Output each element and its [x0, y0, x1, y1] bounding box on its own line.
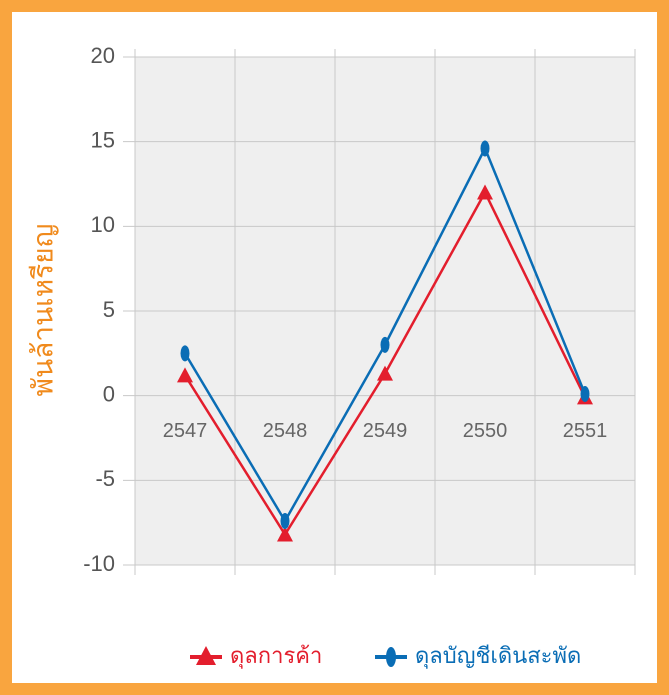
marker — [177, 367, 193, 383]
marker — [280, 512, 290, 529]
x-tick-label: 2548 — [263, 420, 308, 442]
legend-marker — [196, 646, 216, 665]
y-tick-label: 5 — [103, 297, 115, 322]
marker — [377, 365, 393, 381]
y-axis-label: พันล้านเหรียญ — [27, 224, 58, 397]
legend-label: ดุลบัญชีเดินสะพัด — [415, 643, 581, 669]
y-tick-label: -10 — [83, 551, 115, 576]
legend-label: ดุลการค้า — [230, 643, 322, 669]
x-tick-label: 2551 — [563, 420, 608, 442]
legend-marker — [386, 647, 396, 667]
x-tick-label: 2547 — [163, 420, 208, 442]
marker — [580, 385, 590, 402]
x-tick-label: 2549 — [363, 420, 408, 442]
x-tick-label: 2550 — [463, 420, 508, 442]
y-tick-label: 15 — [91, 127, 115, 152]
marker — [277, 526, 293, 542]
y-tick-label: 10 — [91, 212, 115, 237]
marker — [477, 184, 493, 200]
marker — [480, 140, 490, 157]
y-tick-label: 0 — [103, 381, 115, 406]
y-tick-label: -5 — [95, 466, 115, 491]
y-tick-label: 20 — [91, 43, 115, 68]
legend: ดุลการค้า ดุลบัญชีเดินสะพัด — [190, 643, 581, 669]
marker — [180, 345, 190, 362]
marker — [380, 336, 390, 353]
